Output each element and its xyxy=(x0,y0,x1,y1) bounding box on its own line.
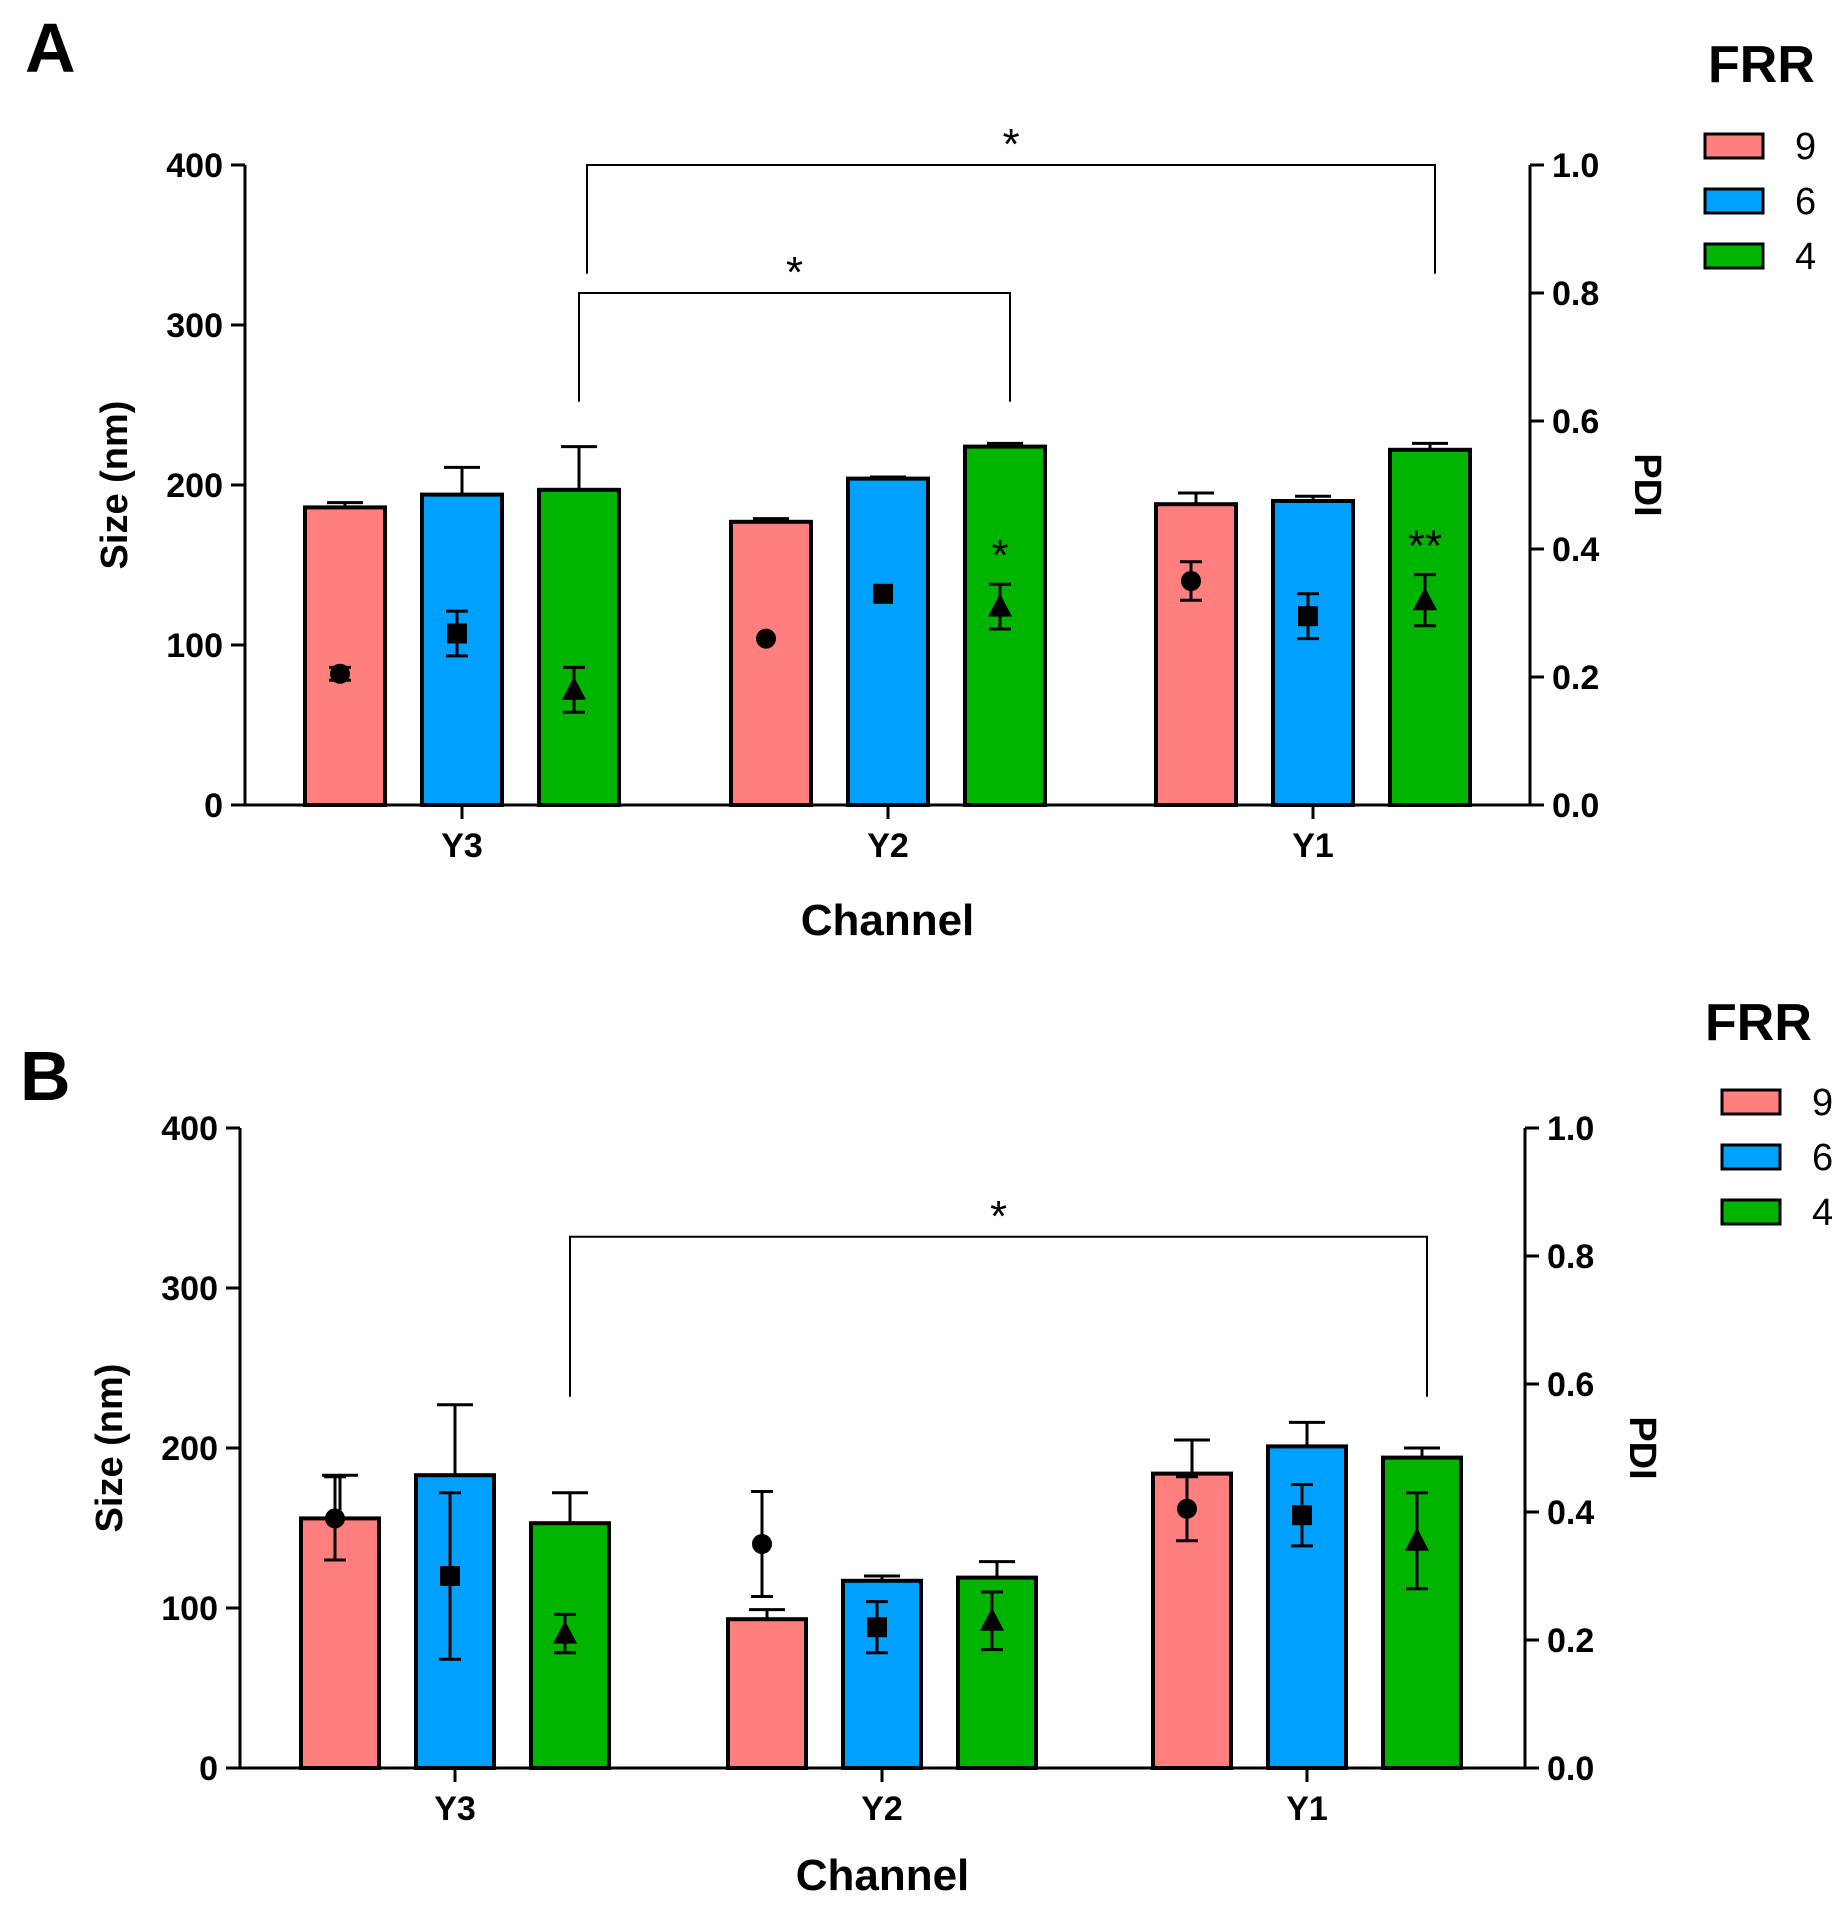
y2-tick-label: 0.4 xyxy=(1552,531,1599,569)
y2-tick-label: 0.6 xyxy=(1552,403,1599,441)
pdi-marker-y3-frr-4 xyxy=(562,676,586,700)
pdi-marker-y3-frr-4 xyxy=(553,1620,577,1644)
legend-swatch xyxy=(1720,1143,1782,1171)
significance-bracket-label: * xyxy=(1002,120,1019,169)
y-axis-title: Size (nm) xyxy=(94,401,136,570)
pdi-marker-y1-frr-6 xyxy=(1298,606,1318,627)
pdi-marker-y3-frr-6 xyxy=(440,1566,460,1586)
pdi-marker-y1-frr-6 xyxy=(1292,1505,1312,1526)
pdi-marker-y3-frr-6 xyxy=(447,623,467,644)
y-tick-label: 400 xyxy=(161,1110,218,1148)
pdi-marker-y1-frr-4 xyxy=(1405,1527,1429,1551)
significance-star: * xyxy=(991,531,1008,580)
panel-label: B xyxy=(20,1037,71,1115)
bar-y1-frr-6 xyxy=(1266,1444,1348,1771)
legend-title: FRR xyxy=(1705,994,1812,1052)
pdi-marker-y3-frr-9 xyxy=(330,663,350,684)
legend-swatch xyxy=(1703,132,1765,160)
bar-y2-frr-4 xyxy=(956,1575,1038,1770)
legend-label: 6 xyxy=(1812,1137,1833,1179)
pdi-marker-y2-frr-4 xyxy=(988,593,1012,617)
pdi-marker-y2-frr-4 xyxy=(980,1607,1004,1631)
bar-y2-frr-6 xyxy=(846,476,930,807)
legend-label: 6 xyxy=(1795,181,1816,223)
legend-swatch xyxy=(1703,242,1765,270)
y-tick-label: 200 xyxy=(166,467,223,505)
y-tick-label: 400 xyxy=(166,147,223,185)
y-tick-label: 300 xyxy=(166,307,223,345)
y-tick-label: 300 xyxy=(161,1270,218,1308)
bar-y3-frr-4 xyxy=(537,487,621,807)
bar-y1-frr-4 xyxy=(1381,1455,1463,1770)
bar-y1-frr-4 xyxy=(1388,447,1472,807)
pdi-marker-y2-frr-6 xyxy=(867,1617,887,1638)
y-tick-label: 100 xyxy=(166,627,223,665)
pdi-marker-y2-frr-6 xyxy=(873,583,893,604)
y2-axis-title: PDI xyxy=(1626,453,1668,516)
legend-swatch xyxy=(1720,1198,1782,1226)
legend-title: FRR xyxy=(1708,36,1815,94)
chart-panel-a: A 0 100 200 300 400 0.0 0.2 0.4 0.6 0.8 1.0 Y3 Y2 Y1 Ch… xyxy=(25,9,1816,945)
chart-panel-b: B 0 100 200 300 400 0.0 0.2 0.4 0.6 0.8 1.0 Y3 Y2 Y1 Ch… xyxy=(20,994,1833,1900)
y-tick-label: 200 xyxy=(161,1430,218,1468)
y-tick-label: 0 xyxy=(204,787,223,825)
bar-y2-frr-9 xyxy=(726,1617,808,1770)
legend-swatch xyxy=(1720,1088,1782,1116)
pdi-marker-y3-frr-9 xyxy=(325,1508,345,1529)
significance-star: ** xyxy=(1408,522,1442,571)
y2-tick-label: 0.0 xyxy=(1547,1750,1594,1788)
y-axis-title: Size (nm) xyxy=(89,1364,131,1533)
significance-bracket-label: * xyxy=(786,248,803,297)
y-tick-label: 100 xyxy=(161,1590,218,1628)
y2-axis-title: PDI xyxy=(1621,1416,1663,1479)
significance-bracket xyxy=(578,292,1011,402)
bar-y3-frr-4 xyxy=(529,1521,611,1770)
pdi-marker-y1-frr-9 xyxy=(1181,571,1201,591)
x-tick-label: Y2 xyxy=(861,1790,903,1828)
y2-tick-label: 0.8 xyxy=(1547,1238,1594,1276)
x-axis-title: Channel xyxy=(796,1851,970,1900)
pdi-marker-y1-frr-9 xyxy=(1177,1498,1197,1519)
legend-label: 4 xyxy=(1812,1192,1833,1234)
bar-y3-frr-6 xyxy=(414,1473,496,1770)
bar-y2-frr-4 xyxy=(963,444,1047,807)
y-tick-label: 0 xyxy=(199,1750,218,1788)
y2-tick-label: 0.0 xyxy=(1552,787,1599,825)
legend-swatch xyxy=(1703,187,1765,215)
panel-label: A xyxy=(25,9,76,87)
significance-bracket xyxy=(586,164,1436,274)
legend-label: 4 xyxy=(1795,236,1816,278)
bar-y1-frr-9 xyxy=(1154,502,1238,807)
bar-y3-frr-9 xyxy=(303,505,387,807)
bar-y1-frr-9 xyxy=(1151,1471,1233,1770)
bar-y3-frr-9 xyxy=(299,1516,381,1771)
bar-y2-frr-6 xyxy=(841,1578,923,1771)
bar-y3-frr-6 xyxy=(420,492,504,807)
y2-tick-label: 0.8 xyxy=(1552,275,1599,313)
x-tick-label: Y2 xyxy=(867,827,909,865)
significance-bracket xyxy=(569,1235,1428,1397)
significance-bracket-label: * xyxy=(990,1192,1007,1241)
y2-tick-label: 0.2 xyxy=(1547,1622,1594,1660)
y2-tick-label: 1.0 xyxy=(1552,147,1599,185)
x-tick-label: Y3 xyxy=(434,1790,476,1828)
x-tick-label: Y1 xyxy=(1292,827,1334,865)
y2-tick-label: 1.0 xyxy=(1547,1110,1594,1148)
legend: FRR 9 6 4 xyxy=(1703,36,1816,278)
pdi-marker-y2-frr-9 xyxy=(756,628,776,649)
bar-y1-frr-6 xyxy=(1271,499,1355,807)
bar-y2-frr-9 xyxy=(729,519,813,807)
legend-label: 9 xyxy=(1795,126,1816,168)
y2-tick-label: 0.4 xyxy=(1547,1494,1594,1532)
x-tick-label: Y1 xyxy=(1286,1790,1328,1828)
legend-label: 9 xyxy=(1812,1082,1833,1124)
y2-tick-label: 0.6 xyxy=(1547,1366,1594,1404)
x-axis-title: Channel xyxy=(801,896,975,945)
pdi-marker-y2-frr-9 xyxy=(752,1534,772,1554)
x-tick-label: Y3 xyxy=(441,827,483,865)
y2-tick-label: 0.2 xyxy=(1552,659,1599,697)
pdi-marker-y1-frr-4 xyxy=(1413,587,1437,611)
